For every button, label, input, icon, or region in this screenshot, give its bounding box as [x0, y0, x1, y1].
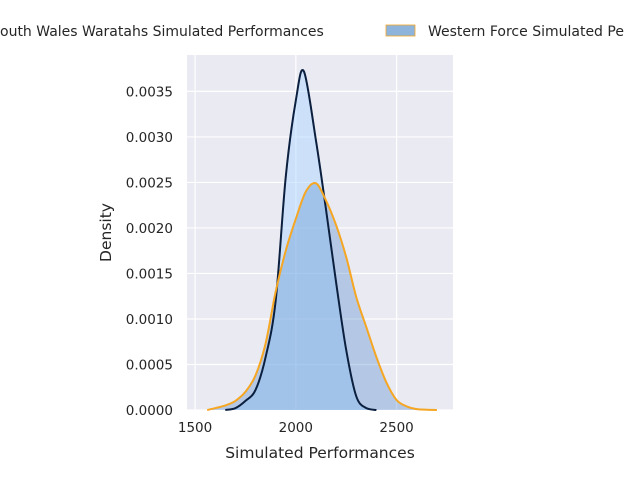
density-fill-western-force [207, 183, 437, 410]
x-tick-label: 1500 [178, 420, 212, 436]
y-tick-label: 0.0010 [126, 312, 173, 328]
y-tick-label: 0.0005 [126, 357, 173, 373]
x-tick-label: 2500 [379, 420, 413, 436]
y-tick-label: 0.0015 [126, 266, 173, 282]
y-tick-label: 0.0020 [126, 221, 173, 237]
density-fill-nsw [225, 69, 377, 410]
legend-label-western-force: Western Force Simulated Pe [428, 24, 624, 40]
y-tick-label: 0.0000 [126, 403, 173, 419]
y-tick-label: 0.0035 [126, 84, 173, 100]
y-axis-label: Density [97, 203, 115, 262]
density-line-western-force [206, 182, 437, 411]
legend: outh Wales Waratahs Simulated Performanc… [0, 24, 624, 40]
x-tick-label: 2000 [279, 420, 313, 436]
legend-patch-western-force [385, 24, 416, 37]
legend-label-nsw: outh Wales Waratahs Simulated Performanc… [0, 24, 324, 40]
density-line-nsw [225, 68, 377, 411]
y-tick-label: 0.0025 [126, 175, 173, 191]
y-tick-label: 0.0030 [126, 130, 173, 146]
x-axis-label: Simulated Performances [225, 444, 415, 462]
